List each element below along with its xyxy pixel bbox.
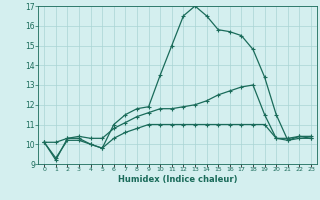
X-axis label: Humidex (Indice chaleur): Humidex (Indice chaleur) [118, 175, 237, 184]
